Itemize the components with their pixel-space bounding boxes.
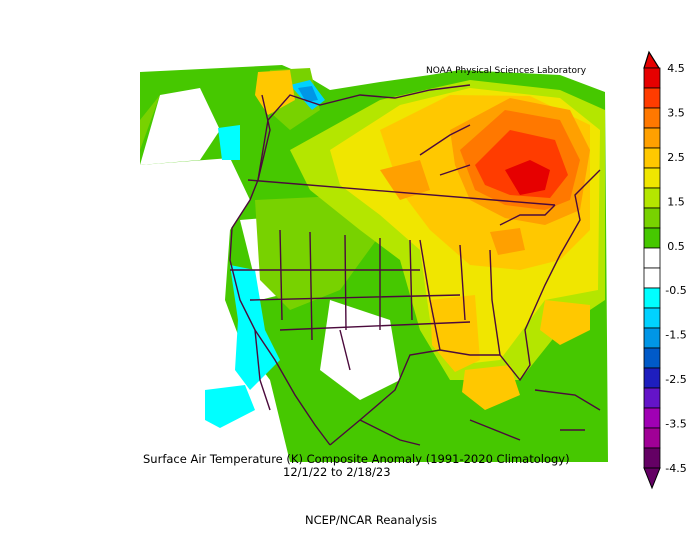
colorbar-bottom-arrow [643, 467, 661, 490]
colorbar: 4.5 3.5 2.5 1.5 0.5 -0.5 -1.5 -2.5 -3.5 -4.5 [643, 50, 687, 490]
colorbar-bin [643, 387, 661, 409]
colorbar-tick-label: 3.5 [667, 106, 685, 119]
colorbar-bin [643, 107, 661, 129]
colorbar-bin [643, 407, 661, 429]
colorbar-bin [643, 347, 661, 369]
colorbar-bin [643, 187, 661, 209]
colorbar-bin [643, 327, 661, 349]
caption-line-1: Surface Air Temperature (K) Composite An… [143, 452, 570, 466]
colorbar-tick-label: -2.5 [665, 373, 686, 386]
colorbar-bin [643, 267, 661, 289]
colorbar-bin [643, 87, 661, 109]
anomaly-field [140, 65, 608, 462]
colorbar-tick-label: -4.5 [665, 462, 686, 475]
caption-line-3: NCEP/NCAR Reanalysis [305, 513, 437, 527]
colorbar-bin [643, 207, 661, 229]
colorbar-tick-label: -0.5 [665, 284, 686, 297]
colorbar-tick-label: 2.5 [667, 151, 685, 164]
credit-text: NOAA Physical Sciences Laboratory [426, 66, 587, 76]
colorbar-bin [643, 227, 661, 249]
colorbar-tick-label: 0.5 [667, 240, 685, 253]
colorbar-bin [643, 67, 661, 89]
colorbar-bin [643, 127, 661, 149]
colorbar-bin [643, 447, 661, 469]
colorbar-bin [643, 167, 661, 189]
colorbar-bin [643, 307, 661, 329]
colorbar-bin [643, 247, 661, 269]
caption-line-2: 12/1/22 to 2/18/23 [283, 465, 391, 479]
colorbar-tick-label: 4.5 [667, 62, 685, 75]
colorbar-tick-label: -3.5 [665, 418, 686, 431]
colorbar-tick-label: -1.5 [665, 329, 686, 342]
colorbar-tick-label: 1.5 [667, 195, 685, 208]
colorbar-bin [643, 287, 661, 309]
colorbar-top-arrow [643, 50, 661, 69]
map-outlines [229, 84, 601, 446]
colorbar-bin [643, 147, 661, 169]
colorbar-bin [643, 427, 661, 449]
colorbar-bin [643, 367, 661, 389]
